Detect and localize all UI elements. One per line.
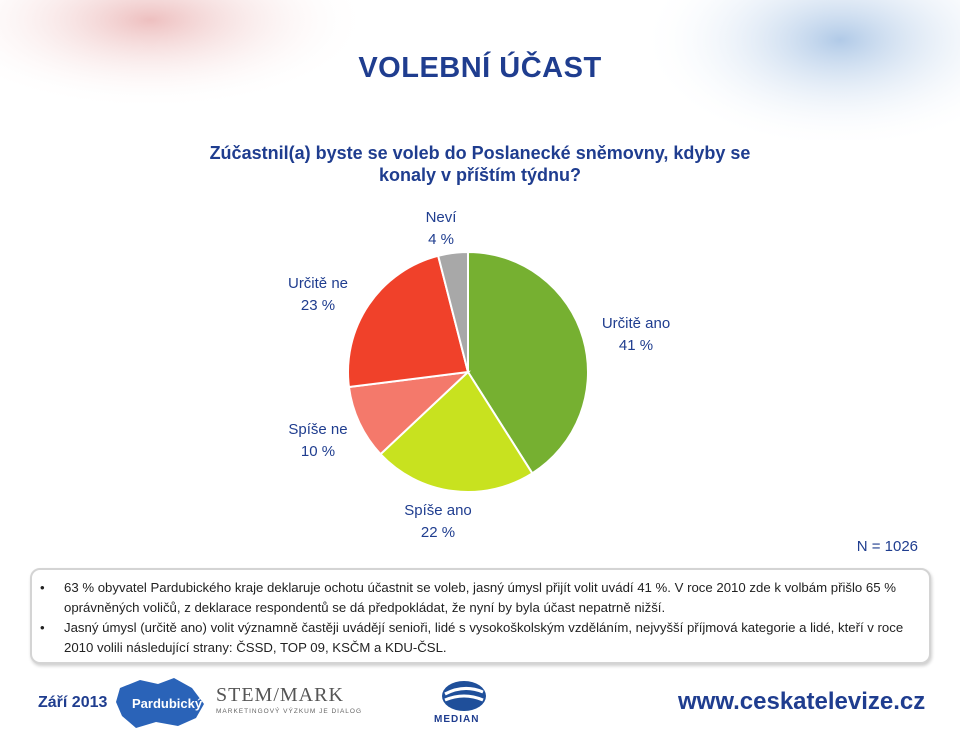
stem-mark-tagline: MARKETINGOVÝ VÝZKUM JE DIALOG [216, 708, 363, 715]
website-link[interactable]: www.ceskatelevize.cz [678, 688, 926, 715]
slice-value-label: 10 % [301, 443, 335, 460]
sample-size: N = 1026 [856, 538, 918, 555]
note-text: 63 % obyvatel Pardubického kraje deklaru… [64, 580, 896, 615]
slice-value-label: 41 % [619, 337, 653, 354]
region-map-logo [116, 678, 204, 728]
note-item: • Jasný úmysl (určitě ano) volit významn… [40, 618, 914, 657]
pie-slice [347, 370, 471, 456]
note-text: Jasný úmysl (určitě ano) volit významně … [64, 620, 904, 655]
slice-name-label: Spíše ano [404, 502, 472, 519]
bullet-icon: • [40, 580, 45, 595]
footer-date: Září 2013 [38, 694, 108, 711]
slice-name-label: Neví [426, 209, 458, 226]
footer: Září 2013 Pardubický STEM/MARK MARKETING… [0, 670, 960, 733]
slice-name-label: Spíše ne [288, 421, 347, 438]
slice-name-label: Určitě ano [602, 315, 670, 332]
slice-value-label: 23 % [301, 297, 335, 314]
median-logo-text: MEDIAN [434, 714, 480, 725]
pie-slice [436, 250, 469, 373]
slice-value-label: 4 % [428, 231, 454, 248]
stem-mark-logo: STEM/MARK [216, 684, 344, 706]
median-logo-icon [442, 681, 486, 711]
background-decoration [0, 0, 960, 140]
slice-name-label: Určitě ne [288, 275, 348, 292]
bullet-icon: • [40, 620, 45, 635]
pie-slice [379, 370, 534, 493]
page-title: VOLEBNÍ ÚČAST [358, 52, 602, 84]
chart-question: Zúčastnil(a) byste se voleb do Poslaneck… [209, 143, 751, 185]
pie-slice [347, 254, 470, 389]
notes-box: • 63 % obyvatel Pardubického kraje dekla… [30, 568, 931, 664]
slice-value-label: 22 % [421, 524, 455, 541]
pie-chart: Určitě ano 41 % Spíše ano 22 % Spíše ne 10 % U… [288, 209, 670, 541]
note-item: • 63 % obyvatel Pardubického kraje dekla… [40, 578, 914, 617]
region-name: Pardubický [132, 696, 203, 711]
